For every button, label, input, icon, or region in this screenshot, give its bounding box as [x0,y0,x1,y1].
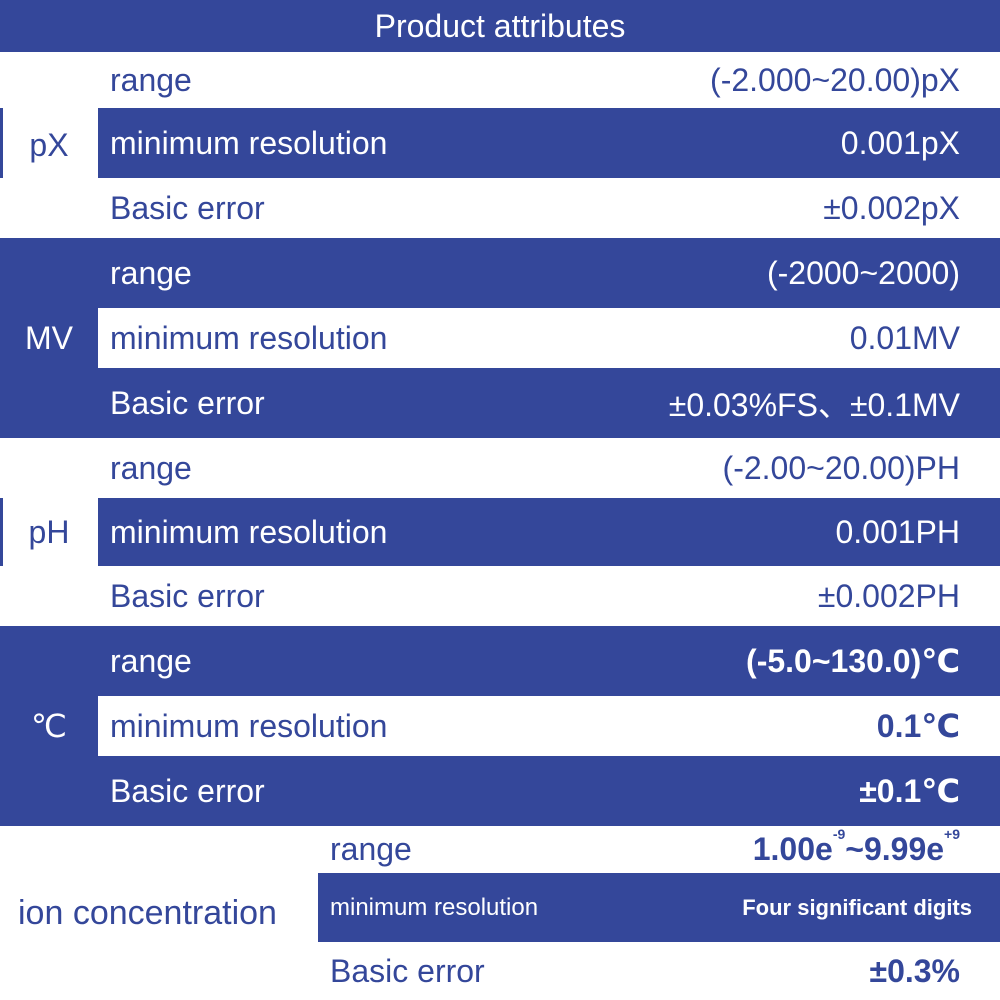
row-value: ±0.3% [869,952,961,989]
row-name: minimum resolution [330,893,539,921]
value-part: 1.00e [752,831,833,867]
row-value: ±0.002pX [823,189,960,226]
row-value: (-2.000~20.00)pX [710,61,960,98]
row-name: minimum resolution [110,707,388,744]
row-value: ±0.03%FS、±0.1MV [668,387,960,423]
row-value: ±0.1℃ [859,773,960,809]
row-name: Basic error [330,952,485,989]
group-label: ℃ [31,708,67,744]
row-name: minimum resolution [110,319,388,356]
row: range 1.00e -9 ~9.99e +9 [330,826,1000,873]
row-name: range [110,254,192,291]
row-name: minimum resolution [110,124,388,161]
row: Basic error ±0.1℃ [110,756,1000,826]
row-value: 0.001PH [835,513,960,550]
value-part: ~9.99e [845,831,945,867]
exponent: -9 [832,826,846,842]
row-value: 0.1℃ [876,708,960,744]
header-title: Product attributes [0,0,1000,52]
exponent: +9 [944,826,960,842]
row: minimum resolution 0.001pX [98,108,1000,178]
row-name: range [110,449,192,486]
row-value: (-2000~2000) [766,254,960,291]
row-value: (-5.0~130.0)℃ [746,643,960,679]
group-label: ion concentration [18,826,277,1000]
row-value: ±0.002PH [817,577,960,614]
row: minimum resolution 0.1℃ [98,696,1000,756]
row-value: 1.00e -9 ~9.99e +9 [753,826,960,873]
row: range (-5.0~130.0)℃ [110,626,1000,696]
row: minimum resolution Four significant digit… [318,873,1000,942]
row: Basic error ±0.3% [330,942,1000,1000]
row: minimum resolution 0.001PH [98,498,1000,566]
row-name: Basic error [110,384,265,421]
row-name: range [110,61,192,98]
row: range (-2.00~20.00)PH [110,438,1000,498]
group-label: pX [29,126,69,163]
row-name: range [330,831,412,867]
row-name: Basic error [110,577,265,614]
row: range (-2.000~20.00)pX [110,52,1000,108]
row-value: 0.001pX [840,124,960,161]
group-label: pH [28,513,70,550]
accent-line [0,108,3,178]
row: minimum resolution 0.01MV [98,308,1000,368]
row-name: range [110,642,192,679]
row: Basic error ±0.002PH [110,566,1000,626]
row: range (-2000~2000) [110,238,1000,308]
row: Basic error ±0.03%FS、±0.1MV [110,368,1000,438]
row-value: Four significant digits [742,894,972,920]
row: Basic error ±0.002pX [110,178,1000,238]
row-name: Basic error [110,772,265,809]
row-value: 0.01MV [849,319,960,356]
group-label: MV [25,319,73,356]
row-name: minimum resolution [110,513,388,550]
row-value: (-2.00~20.00)PH [722,449,960,486]
row-name: Basic error [110,189,265,226]
accent-line [0,498,3,566]
